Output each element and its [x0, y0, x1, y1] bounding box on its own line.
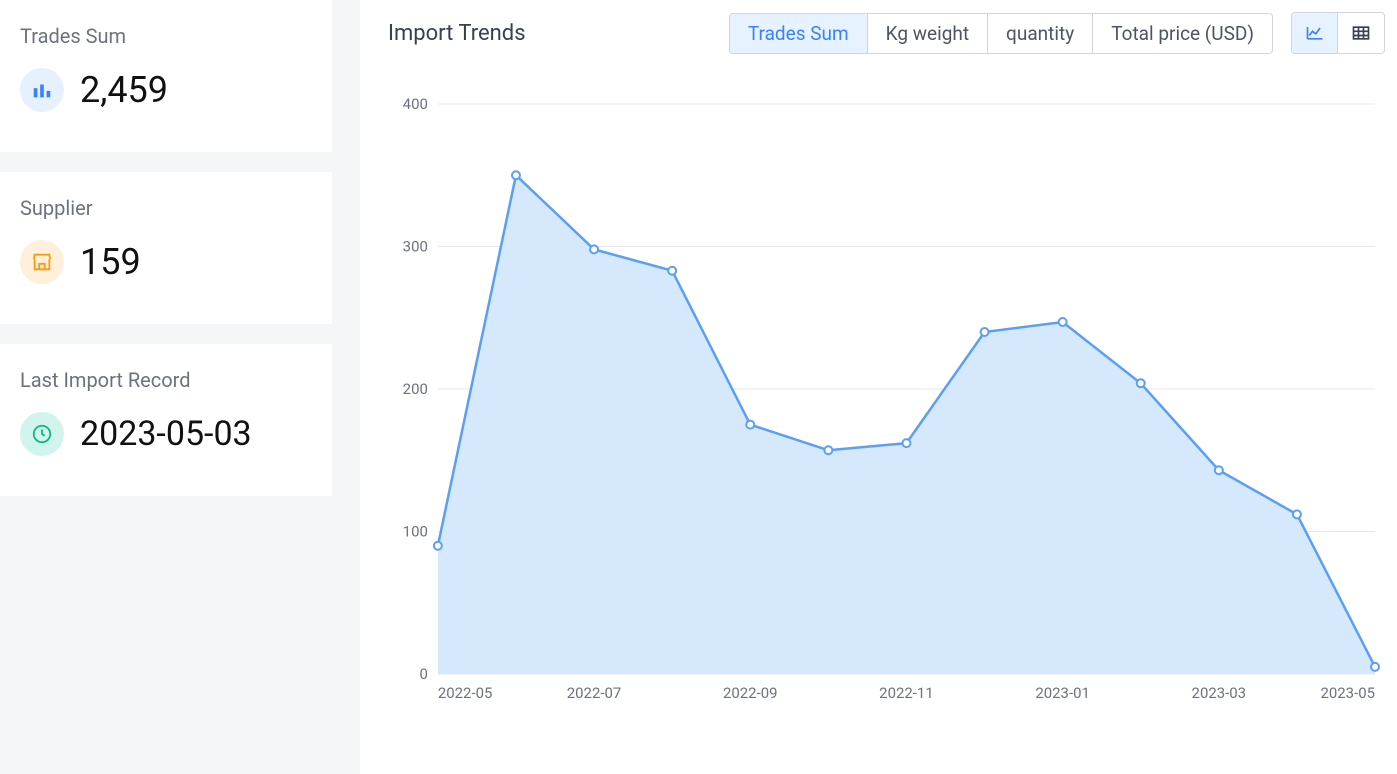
- card-value: 159: [80, 241, 141, 283]
- svg-text:200: 200: [403, 380, 428, 398]
- page-title: Import Trends: [388, 21, 526, 46]
- sidebar: Trades Sum 2,459 Supplier 159 Last Impor…: [0, 0, 332, 774]
- card-label: Last Import Record: [20, 368, 312, 392]
- svg-text:2022-07: 2022-07: [567, 684, 622, 702]
- card-trades-sum: Trades Sum 2,459: [0, 0, 332, 152]
- view-toggles: [1291, 12, 1385, 54]
- svg-text:100: 100: [403, 522, 428, 540]
- tab-trades-sum[interactable]: Trades Sum: [730, 14, 868, 53]
- import-trends-chart: 0 100 200 300 400 2022-05 2022-07 2022-09 2022-1…: [388, 84, 1385, 724]
- tab-total-price[interactable]: Total price (USD): [1093, 14, 1272, 53]
- svg-text:400: 400: [403, 95, 428, 113]
- svg-text:2023-03: 2023-03: [1192, 684, 1247, 702]
- line-chart-icon: [1305, 24, 1325, 42]
- svg-text:2022-05: 2022-05: [438, 684, 493, 702]
- svg-text:2022-11: 2022-11: [879, 684, 934, 702]
- bar-chart-icon: [20, 68, 64, 112]
- card-label: Supplier: [20, 196, 312, 220]
- card-last-import: Last Import Record 2023-05-03: [0, 344, 332, 496]
- svg-text:0: 0: [419, 665, 427, 683]
- store-icon: [20, 240, 64, 284]
- svg-text:2022-09: 2022-09: [723, 684, 778, 702]
- svg-text:2023-05: 2023-05: [1320, 684, 1375, 702]
- card-value: 2023-05-03: [80, 414, 252, 454]
- tab-quantity[interactable]: quantity: [988, 14, 1093, 53]
- line-chart-view-button[interactable]: [1292, 13, 1338, 53]
- clock-icon: [20, 412, 64, 456]
- card-label: Trades Sum: [20, 24, 312, 48]
- tab-kg-weight[interactable]: Kg weight: [868, 14, 988, 53]
- main-header: Import Trends Trades Sum Kg weight quant…: [388, 12, 1385, 54]
- card-value: 2,459: [80, 69, 168, 111]
- svg-text:2023-01: 2023-01: [1035, 684, 1090, 702]
- card-supplier: Supplier 159: [0, 172, 332, 324]
- table-view-button[interactable]: [1338, 13, 1384, 53]
- svg-text:300: 300: [403, 237, 428, 255]
- metric-tabs: Trades Sum Kg weight quantity Total pric…: [729, 13, 1273, 54]
- main-panel: Import Trends Trades Sum Kg weight quant…: [360, 0, 1397, 774]
- table-icon: [1351, 24, 1371, 42]
